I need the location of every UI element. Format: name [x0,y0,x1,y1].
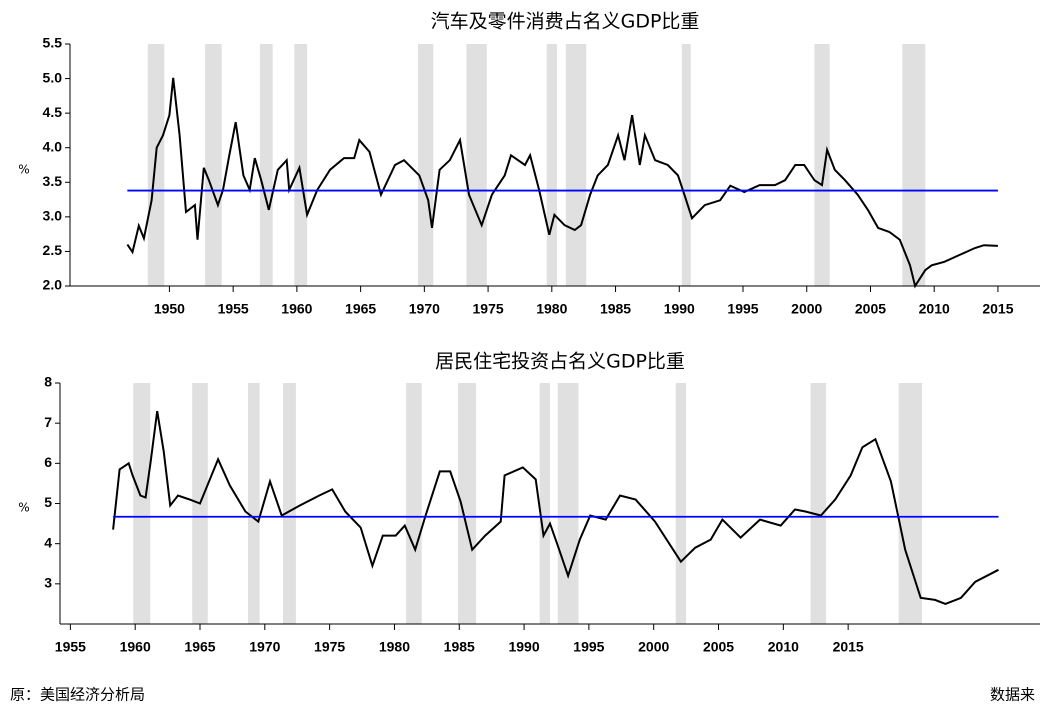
recession-band [681,44,691,286]
recession-band [810,383,827,624]
recession-band [133,383,151,624]
x-tick-label: 2015 [833,639,864,655]
x-tick-label: 2000 [638,639,669,655]
y-axis-label: % [18,163,29,177]
y-tick-label: 4.5 [43,104,63,120]
recession-band [898,383,923,624]
series-line [126,77,998,289]
x-tick-label: 1965 [345,301,376,317]
chart-title: 汽车及零件消费占名义GDP比重 [431,11,700,33]
recession-band [546,44,557,286]
x-tick-label: 2005 [855,301,886,317]
y-tick-label: 8 [44,374,52,390]
x-tick-label: 1995 [727,301,758,317]
recession-band [457,383,477,624]
footer-right: 数据来 [990,686,1035,704]
x-tick-label: 1980 [379,639,410,655]
recession-band [466,44,487,286]
recession-band [902,44,926,286]
y-tick-label: 5 [44,494,52,510]
recession-band [417,44,434,286]
y-tick-label: 5.0 [43,69,63,85]
y-tick-label: 4 [44,534,52,550]
x-tick-label: 1995 [573,639,604,655]
x-tick-label: 1950 [154,301,185,317]
recession-band [247,383,260,624]
y-tick-label: 7 [44,414,52,430]
recession-band [294,44,308,286]
x-tick-label: 1960 [281,301,312,317]
recession-band [814,44,830,286]
y-tick-label: 4.0 [43,138,63,154]
x-tick-label: 1955 [218,301,249,317]
recession-band [205,44,222,286]
x-tick-label: 1960 [120,639,151,655]
x-tick-label: 1990 [508,639,539,655]
y-tick-label: 2.0 [43,277,63,293]
y-axis-label: % [18,501,29,515]
footer-left: 原：美国经济分析局 [10,686,145,704]
x-tick-label: 1985 [600,301,631,317]
x-tick-label: 1985 [444,639,475,655]
x-tick-label: 1980 [536,301,567,317]
y-tick-label: 5.5 [43,35,63,51]
recession-band [557,383,579,624]
y-tick-label: 3 [44,575,52,591]
x-tick-label: 1965 [184,639,215,655]
x-tick-label: 1975 [473,301,504,317]
x-tick-label: 1990 [664,301,695,317]
y-tick-label: 3.0 [43,208,63,224]
recession-band [147,44,165,286]
x-tick-label: 1970 [409,301,440,317]
x-tick-label: 1975 [314,639,345,655]
recession-band [406,383,422,624]
x-tick-label: 2015 [982,301,1013,317]
y-tick-label: 2.5 [43,242,63,258]
recession-band [565,44,587,286]
x-tick-label: 2010 [919,301,950,317]
chart-title: 居民住宅投资占名义GDP比重 [435,351,685,373]
x-tick-label: 1955 [55,639,86,655]
x-tick-label: 2005 [703,639,734,655]
x-tick-label: 2000 [791,301,822,317]
y-tick-label: 6 [44,454,52,470]
recession-band [539,383,550,624]
recession-band [259,44,273,286]
x-tick-label: 2010 [768,639,799,655]
y-tick-label: 3.5 [43,173,63,189]
recession-band [675,383,687,624]
recession-band [282,383,296,624]
series-line [112,410,999,605]
x-tick-label: 1970 [249,639,280,655]
